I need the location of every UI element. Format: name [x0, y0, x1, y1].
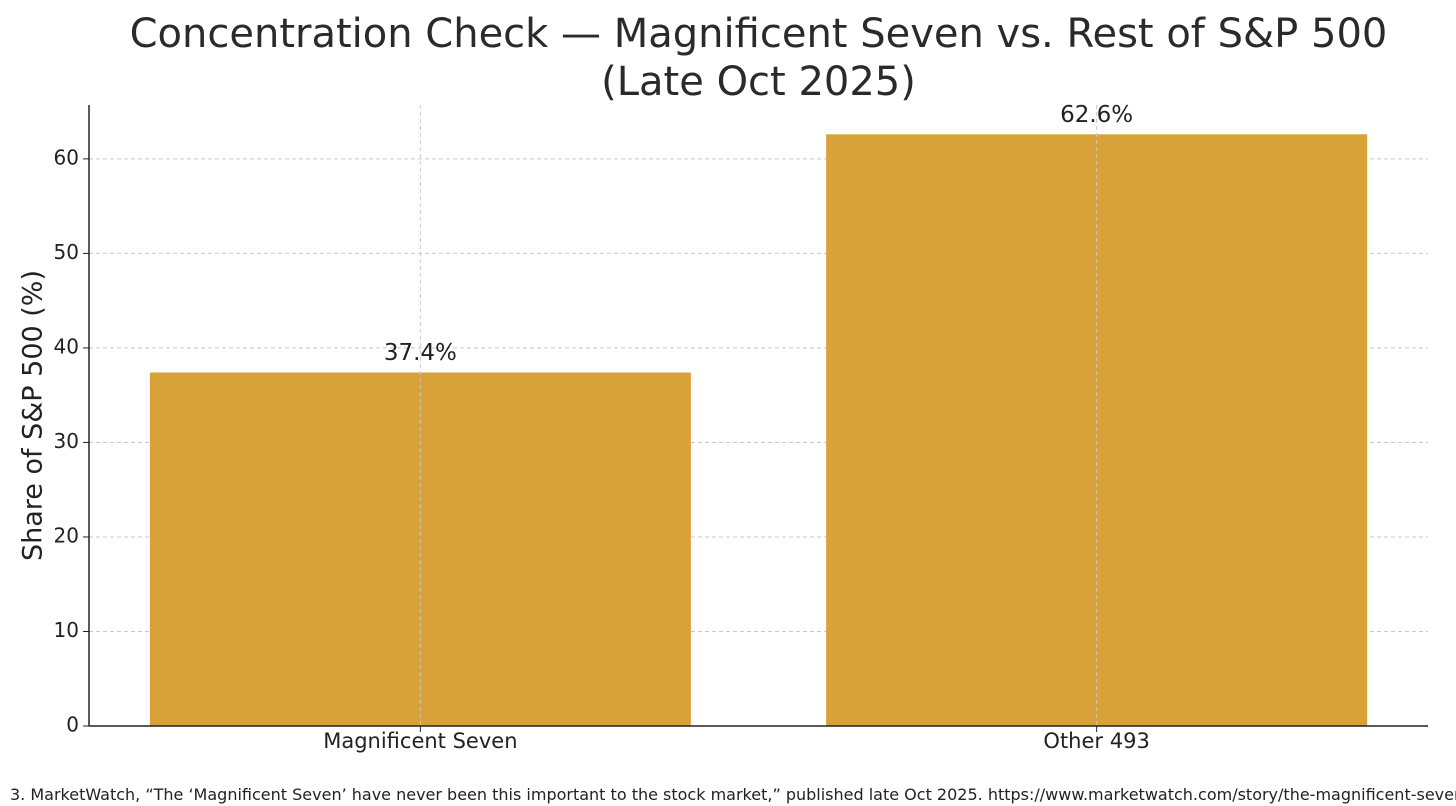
y-tick-label: 40 [54, 334, 79, 358]
y-tick-label: 20 [54, 523, 79, 547]
chart-title: Concentration Check — Magnificent Seven … [129, 11, 1388, 105]
y-tick-label: 60 [54, 145, 79, 169]
y-tick-label: 50 [54, 240, 79, 264]
x-tick-label: Magnificent Seven [323, 729, 517, 753]
y-axis-label: Share of S&P 500 (%) [18, 270, 49, 561]
y-tick-label: 30 [54, 429, 79, 453]
y-tick-label: 0 [66, 713, 79, 737]
value-label: 37.4% [384, 340, 457, 366]
y-tick-label: 10 [54, 618, 79, 642]
footnote: 3. MarketWatch, “The ‘Magnificent Seven’… [10, 785, 1456, 804]
x-tick-label: Other 493 [1043, 729, 1149, 753]
value-label: 62.6% [1060, 102, 1133, 128]
